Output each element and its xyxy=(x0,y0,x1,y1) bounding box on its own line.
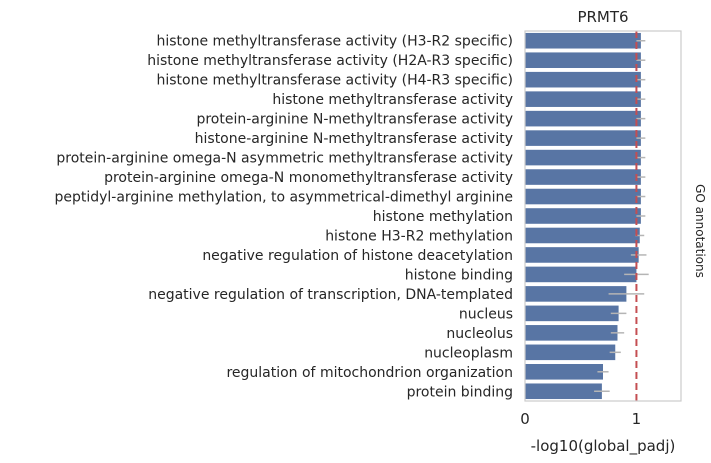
category-label: nucleoplasm xyxy=(424,345,513,361)
bar xyxy=(525,286,627,302)
bar xyxy=(525,266,637,283)
plot-frame xyxy=(524,30,682,402)
bar xyxy=(525,325,618,341)
category-label: negative regulation of histone deacetyla… xyxy=(202,248,513,264)
bar xyxy=(525,130,641,146)
category-label: nucleolus xyxy=(446,326,513,342)
category-label: histone-arginine N-methyltransferase act… xyxy=(195,131,513,147)
bar xyxy=(525,149,641,166)
bar xyxy=(525,52,641,68)
x-axis-title: -log10(global_padj) xyxy=(531,437,676,456)
category-label: negative regulation of transcription, DN… xyxy=(148,287,513,303)
category-label: histone H3-R2 methylation xyxy=(325,228,513,244)
bar xyxy=(525,91,641,107)
bar xyxy=(525,247,639,263)
category-label: histone methyltransferase activity (H3-R… xyxy=(156,34,513,50)
category-label: protein-arginine omega-N asymmetric meth… xyxy=(56,151,513,167)
category-label: regulation of mitochondrion organization xyxy=(226,365,513,381)
bar xyxy=(525,344,616,361)
category-label: histone binding xyxy=(405,267,513,283)
category-label: nucleus xyxy=(459,306,513,322)
bar xyxy=(525,383,602,400)
bar xyxy=(525,208,641,224)
category-labels: histone methyltransferase activity (H3-R… xyxy=(54,34,513,401)
category-label: histone methyltransferase activity (H4-R… xyxy=(156,73,513,89)
chart-title: PRMT6 xyxy=(577,8,628,26)
category-label: peptidyl-arginine methylation, to asymme… xyxy=(54,190,513,206)
category-label: protein-arginine N-methyltransferase act… xyxy=(196,112,513,128)
bar xyxy=(525,32,641,49)
errorbars-layer xyxy=(594,39,649,393)
category-label: histone methylation xyxy=(373,209,513,225)
bar xyxy=(525,188,641,205)
category-label: histone methyltransferase activity (H2A-… xyxy=(147,53,513,69)
bar xyxy=(525,227,640,244)
bar xyxy=(525,110,641,127)
bar xyxy=(525,364,603,380)
x-tick-label: 1 xyxy=(632,410,642,428)
category-label: protein-arginine omega-N monomethyltrans… xyxy=(104,170,513,186)
bar xyxy=(525,169,641,185)
category-label: protein binding xyxy=(407,384,513,400)
side-annotation-label: GO annotations xyxy=(693,184,707,278)
bar xyxy=(525,71,641,88)
x-tick-label: 0 xyxy=(520,410,530,428)
bars-layer xyxy=(525,32,641,400)
category-label: histone methyltransferase activity xyxy=(272,92,513,108)
bar xyxy=(525,305,619,322)
